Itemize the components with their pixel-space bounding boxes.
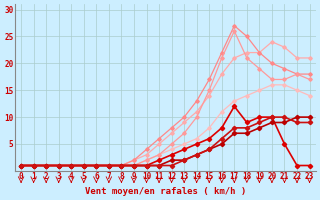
X-axis label: Vent moyen/en rafales ( km/h ): Vent moyen/en rafales ( km/h ) xyxy=(85,187,246,196)
